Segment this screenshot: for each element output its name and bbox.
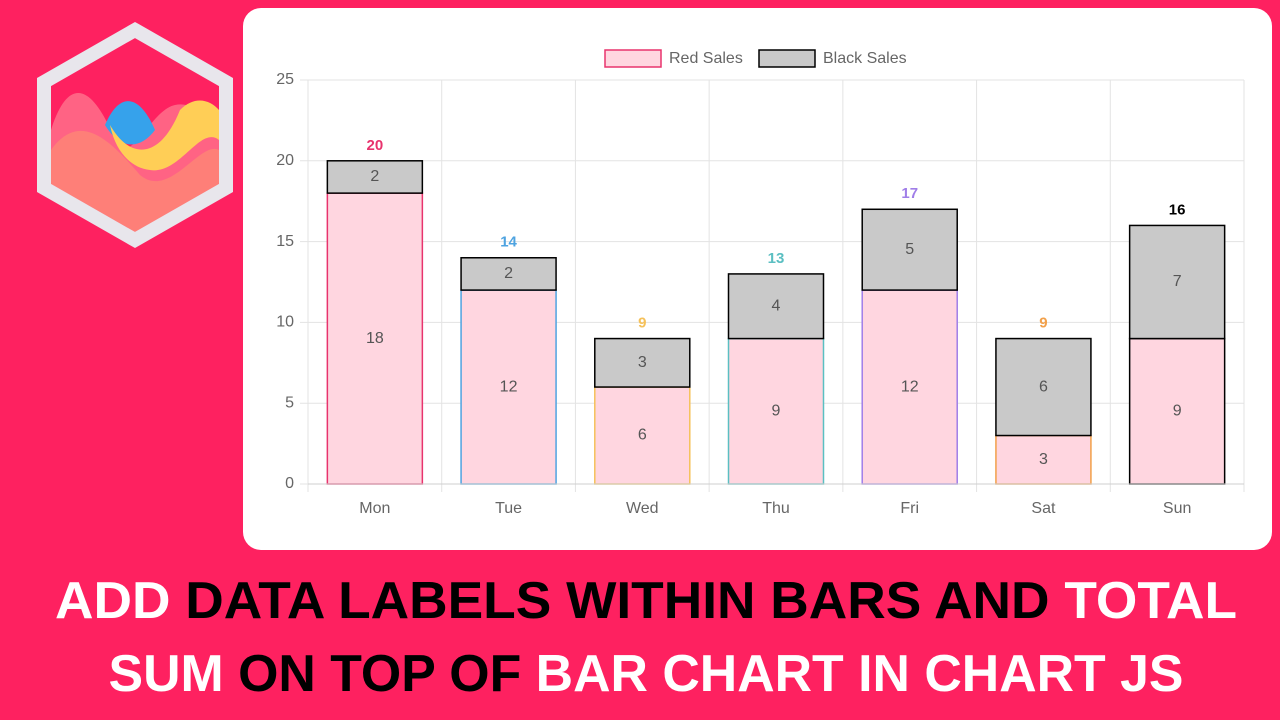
bar-segment [861,289,958,485]
segment-label: 6 [638,427,647,444]
headline: SUM ON TOP OF BAR CHART IN CHART JS [109,645,1184,703]
headline-segment: BAR CHART IN CHART JS [536,645,1184,703]
total-label: 9 [638,315,646,332]
headline-segment: SUM [109,645,239,703]
logo-wave [51,130,219,232]
headline: ADD DATA LABELS WITHIN BARS AND TOTAL [55,572,1237,630]
segment-label: 9 [772,402,781,419]
bar-segment [460,289,557,485]
bar-segment [1128,337,1226,485]
legend-swatch [758,49,816,68]
segment-label: 12 [901,378,919,395]
logo-wave [110,100,219,171]
y-tick-label: 10 [276,314,294,331]
x-tick-label: Sun [1163,500,1191,517]
legend-swatch [604,49,662,68]
bar-segment [594,386,691,485]
legend-label: Red Sales [669,50,743,67]
x-tick-label: Thu [762,500,790,517]
segment-label: 6 [1039,378,1048,395]
segment-label: 5 [905,241,914,258]
total-label: 17 [901,185,918,202]
x-tick-label: Sat [1031,500,1056,517]
headline-segment: ON TOP OF [238,645,536,703]
bar-segment [460,257,557,291]
y-tick-label: 15 [276,233,294,250]
logo-wave [105,101,155,145]
bar-segment [594,337,691,388]
bar-segment [326,192,424,485]
total-label: 20 [367,137,384,154]
headline-segment: ADD [55,572,185,630]
bar-segment [727,273,825,340]
bar-segment [861,208,958,291]
y-tick-label: 25 [276,71,294,88]
segment-label: 18 [366,330,384,347]
headline-segment: TOTAL [1064,572,1237,630]
segment-label: 3 [638,354,647,371]
total-label: 9 [1039,315,1047,332]
bar-segment [995,434,1092,485]
segment-label: 2 [504,265,513,282]
x-tick-label: Tue [495,500,522,517]
segment-label: 9 [1173,402,1182,419]
bar-segment [727,337,825,485]
chartjs-logo [37,21,233,249]
y-tick-label: 20 [276,152,294,169]
x-tick-label: Fri [900,500,919,517]
x-tick-label: Wed [626,500,659,517]
legend-label: Black Sales [823,50,907,67]
logo-hexagon [37,21,233,249]
total-label: 16 [1169,201,1186,218]
segment-label: 7 [1173,273,1182,290]
bar-segment [1128,224,1226,340]
bar-segment [326,160,424,194]
x-tick-label: Mon [359,500,390,517]
total-label: 13 [768,250,785,267]
segment-label: 3 [1039,451,1048,468]
segment-label: 12 [500,378,518,395]
segment-label: 2 [370,168,379,185]
bar-segment [995,337,1092,437]
segment-label: 4 [772,297,781,314]
y-tick-label: 5 [285,394,294,411]
total-label: 14 [500,234,517,251]
headline-segment: DATA LABELS WITHIN BARS AND [185,572,1064,630]
y-tick-label: 0 [285,475,294,492]
